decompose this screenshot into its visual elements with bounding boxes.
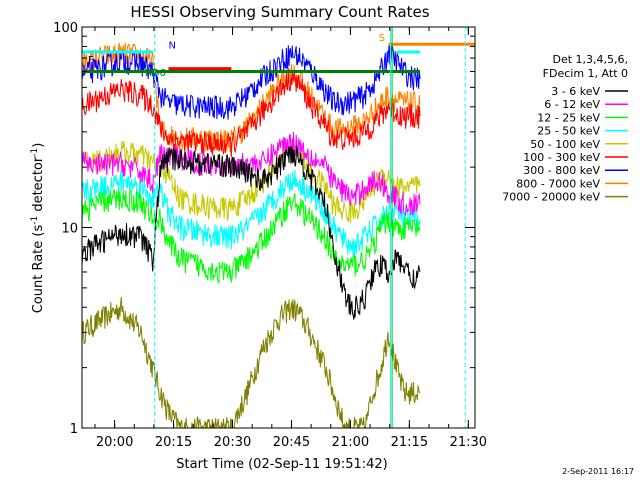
- legend-entry-label: 100 - 300 keV: [523, 151, 600, 164]
- x-tick-label: 20:15: [155, 435, 192, 450]
- x-tick-label: 21:15: [391, 435, 428, 450]
- footer-timestamp: 2-Sep-2011 16:17: [562, 467, 634, 476]
- y-tick-label: 100: [53, 21, 78, 36]
- series-line-12-25kev: [82, 188, 421, 284]
- series-line-6-12kev: [82, 131, 421, 216]
- legend: Det 1,3,4,5,6, FDecim 1, Att 0 3 - 6 keV…: [502, 53, 628, 204]
- legend-entry-label: 6 - 12 keV: [544, 98, 600, 111]
- legend-entry-label: 7000 - 20000 keV: [502, 191, 600, 204]
- legend-entry-label: 25 - 50 keV: [537, 125, 600, 138]
- x-tick-label: 20:30: [214, 435, 251, 450]
- x-tick-label: 21:30: [450, 435, 487, 450]
- series-group: S F RD6 N: [82, 27, 475, 428]
- y-axis-label: Count Rate (s-1 detector-1): [30, 143, 46, 314]
- legend-entry-label: 800 - 7000 keV: [516, 177, 600, 190]
- x-tick-label: 21:00: [332, 435, 369, 450]
- plot-area: S F RD6 N: [81, 26, 476, 429]
- legend-entry-label: 3 - 6 keV: [551, 85, 600, 98]
- legend-entry-label: 12 - 25 keV: [537, 111, 600, 124]
- series-line-7000-20000kev: [82, 297, 421, 428]
- y-tick-label: 1: [70, 422, 78, 437]
- annotation-label: RD6: [145, 68, 166, 79]
- x-tick-label: 20:00: [96, 435, 133, 450]
- series-line-50-100kev: [82, 140, 421, 224]
- series-line-300-800kev: [82, 43, 421, 120]
- chart-title: HESSI Observing Summary Count Rates: [130, 3, 429, 21]
- y-axis: 1 10 100: [53, 21, 475, 437]
- series-line-100-300kev: [82, 68, 421, 158]
- x-axis: 20:00 20:15 20:30 20:45 21:00 21:15 21:30: [94, 27, 487, 450]
- annotation-label: N: [168, 41, 175, 52]
- y-axis-label-exp2: -1: [30, 148, 40, 157]
- y-axis-label-exp1: -1: [30, 216, 40, 225]
- annotation-label: S: [379, 33, 385, 44]
- x-tick-label: 20:45: [273, 435, 310, 450]
- legend-header-line-2: FDecim 1, Att 0: [543, 67, 628, 80]
- x-axis-label: Start Time (02-Sep-11 19:51:42): [176, 457, 387, 472]
- series-line-3-6kev: [82, 145, 421, 320]
- y-axis-label-main: Count Rate (s: [31, 225, 46, 314]
- legend-entry-label: 300 - 800 keV: [523, 164, 600, 177]
- y-axis-label-end: ): [31, 143, 46, 148]
- annotation-label: F: [88, 55, 94, 66]
- y-tick-label: 10: [61, 222, 78, 237]
- y-axis-label-mid: detector: [31, 156, 46, 216]
- legend-header-line-1: Det 1,3,4,5,6,: [552, 53, 628, 66]
- legend-entry-label: 50 - 100 keV: [530, 138, 600, 151]
